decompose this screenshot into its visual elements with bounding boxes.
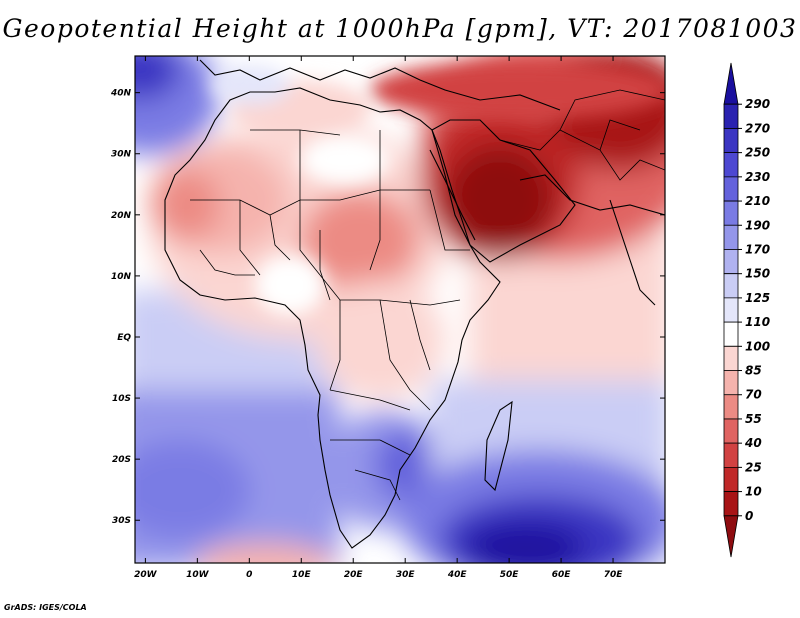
- grads-credit: GrADS: IGES/COLA: [4, 603, 87, 612]
- colorbar-swatch: [723, 128, 739, 154]
- colorbar-label: 290: [745, 97, 770, 111]
- latitude-axis: 40N 30N 20N 10N EQ 10S 20S 30S: [110, 89, 665, 526]
- lat-tick-label: 20S: [112, 455, 131, 465]
- colorbar: 2902702502302101901701501251101008570554…: [723, 62, 770, 558]
- colorbar-label: 70: [745, 388, 762, 402]
- lat-tick-label: 40N: [110, 89, 132, 99]
- colorbar-label: 25: [745, 460, 762, 474]
- colorbar-swatch: [723, 394, 739, 420]
- colorbar-swatch: [723, 370, 739, 396]
- colorbar-label: 10: [745, 485, 762, 499]
- geopotential-field: [135, 56, 665, 563]
- lon-tick-label: 70E: [604, 570, 624, 580]
- colorbar-swatch: [723, 176, 739, 202]
- colorbar-label: 270: [745, 121, 770, 135]
- colorbar-label: 110: [745, 315, 770, 329]
- colorbar-label: 210: [745, 194, 770, 208]
- coastlines: [164, 59, 665, 549]
- map-frame: [134, 55, 666, 564]
- colorbar-swatch: [723, 418, 739, 444]
- colorbar-label: 170: [745, 242, 770, 256]
- colorbar-swatch: [723, 103, 739, 129]
- colorbar-label: 0: [745, 509, 753, 523]
- lon-tick-label: 20E: [344, 570, 364, 580]
- lon-tick-label: 20W: [134, 570, 158, 580]
- lon-tick-label: 30E: [396, 570, 416, 580]
- lat-tick-label: 30S: [112, 516, 131, 526]
- lat-tick-label: 30N: [111, 150, 132, 160]
- colorbar-label: 40: [744, 436, 762, 450]
- colorbar-swatch: [723, 62, 739, 105]
- colorbar-swatch: [723, 200, 739, 226]
- colorbar-label: 100: [745, 339, 770, 353]
- colorbar-swatch: [723, 249, 739, 275]
- colorbar-label: 125: [745, 291, 770, 305]
- lat-tick-label: 10S: [112, 394, 131, 404]
- lat-tick-label: 10N: [111, 272, 132, 282]
- colorbar-swatch: [723, 491, 739, 517]
- colorbar-label: 85: [745, 364, 762, 378]
- colorbar-swatch: [723, 442, 739, 468]
- colorbar-swatch: [723, 297, 739, 323]
- lon-tick-label: 50E: [500, 570, 520, 580]
- colorbar-swatch: [723, 345, 739, 371]
- lon-tick-label: 40E: [447, 570, 468, 580]
- colorbar-label: 250: [745, 146, 770, 160]
- colorbar-swatch: [723, 152, 739, 178]
- lon-tick-label: 10W: [186, 570, 210, 580]
- lon-tick-label: 10E: [292, 570, 312, 580]
- lat-tick-label: 20N: [111, 211, 132, 221]
- colorbar-label: 150: [745, 267, 770, 281]
- colorbar-label: 190: [745, 218, 770, 232]
- colorbar-swatch: [723, 466, 739, 492]
- colorbar-swatch: [723, 224, 739, 250]
- colorbar-label: 230: [745, 170, 770, 184]
- colorbar-swatch: [723, 515, 739, 558]
- plot-title: Geopotential Height at 1000hPa [gpm], VT…: [2, 14, 798, 43]
- colorbar-swatch: [723, 321, 739, 347]
- colorbar-label: 55: [745, 412, 762, 426]
- colorbar-swatch: [723, 273, 739, 299]
- lon-tick-label: 0: [246, 570, 252, 580]
- lon-tick-label: 60E: [552, 570, 572, 580]
- lat-tick-label: EQ: [117, 333, 131, 343]
- longitude-axis: 20W 10W 0 10E 20E 30E 40E 50E 60E 70E: [134, 56, 623, 580]
